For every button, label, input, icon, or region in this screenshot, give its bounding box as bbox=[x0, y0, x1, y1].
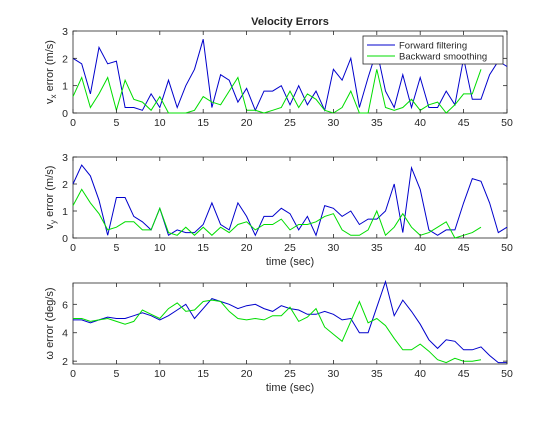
series-line-backward-smoothing bbox=[73, 299, 482, 364]
y-tick-label: 0 bbox=[62, 108, 68, 120]
x-tick-label: 40 bbox=[414, 368, 426, 380]
x-tick-label: 15 bbox=[197, 117, 209, 129]
x-tick-label: 15 bbox=[197, 242, 209, 254]
y-tick-label: 2 bbox=[62, 179, 68, 191]
legend-entry-label: Forward filtering bbox=[399, 41, 467, 52]
x-tick-label: 45 bbox=[458, 368, 470, 380]
series-line-backward-smoothing bbox=[72, 188, 482, 239]
legend-box bbox=[362, 35, 504, 65]
x-tick-label: 45 bbox=[458, 117, 470, 129]
x-tick-label: 20 bbox=[241, 368, 253, 380]
y-tick-label: 3 bbox=[62, 26, 68, 38]
series-line-forward-filtering bbox=[73, 279, 507, 364]
x-tick-label: 50 bbox=[501, 368, 513, 380]
x-tick-label: 35 bbox=[371, 117, 383, 129]
y-tick-label: 2 bbox=[62, 356, 68, 368]
y-axis-label: vx error (m/s) bbox=[44, 40, 58, 104]
y-tick-label: 1 bbox=[62, 206, 68, 218]
legend-entry-label: Backward smoothing bbox=[399, 52, 487, 63]
x-tick-label: 35 bbox=[371, 368, 383, 380]
y-tick-label: 3 bbox=[62, 152, 68, 164]
x-tick-label: 25 bbox=[284, 117, 296, 129]
x-tick-label: 5 bbox=[113, 368, 119, 380]
series-line-forward-filtering bbox=[72, 164, 508, 237]
x-tick-label: 0 bbox=[70, 242, 76, 254]
x-tick-label: 25 bbox=[284, 368, 296, 380]
x-tick-label: 10 bbox=[154, 117, 166, 129]
y-tick-label: 2 bbox=[62, 53, 68, 65]
x-tick-label: 30 bbox=[328, 117, 340, 129]
y-tick-label: 4 bbox=[62, 328, 68, 340]
x-tick-label: 40 bbox=[414, 242, 426, 254]
y-axis-label: ω error (deg/s) bbox=[44, 287, 56, 359]
y-tick-label: 0 bbox=[62, 233, 68, 245]
subplot-2: 0 5 10 15 20 25 30 35 40 45 50 0 1 2 3 vy error (m/s) ti… bbox=[44, 152, 513, 268]
y-tick-label: 6 bbox=[62, 299, 68, 311]
axes-box bbox=[72, 282, 508, 365]
x-tick-label: 10 bbox=[154, 368, 166, 380]
x-tick-label: 30 bbox=[328, 242, 340, 254]
subplot-1: 0 5 10 15 20 25 30 35 40 45 50 0 1 2 3 vx error (m/s) Ve… bbox=[44, 16, 513, 129]
y-axis-label: vy error (m/s) bbox=[44, 166, 58, 230]
x-tick-label: 20 bbox=[241, 117, 253, 129]
x-tick-label: 40 bbox=[414, 117, 426, 129]
x-tick-label: 35 bbox=[371, 242, 383, 254]
x-tick-label: 10 bbox=[154, 242, 166, 254]
x-tick-label: 0 bbox=[70, 368, 76, 380]
x-tick-label: 5 bbox=[113, 242, 119, 254]
x-tick-label: 5 bbox=[113, 117, 119, 129]
x-tick-label: 45 bbox=[458, 242, 470, 254]
y-tick-label: 1 bbox=[62, 81, 68, 93]
series-line-backward-smoothing bbox=[72, 69, 482, 114]
x-tick-label: 15 bbox=[197, 368, 209, 380]
chart-title: Velocity Errors bbox=[251, 16, 329, 28]
subplot-3: 0 5 10 15 20 25 30 35 40 45 50 2 4 6 ω error (deg/s) ti… bbox=[44, 279, 513, 394]
x-tick-label: 25 bbox=[284, 242, 296, 254]
x-axis-label: time (sec) bbox=[266, 382, 314, 394]
x-axis-label: time (sec) bbox=[266, 256, 314, 268]
x-tick-label: 50 bbox=[501, 242, 513, 254]
x-tick-label: 30 bbox=[328, 368, 340, 380]
x-tick-label: 50 bbox=[501, 117, 513, 129]
x-tick-label: 20 bbox=[241, 242, 253, 254]
x-tick-label: 0 bbox=[70, 117, 76, 129]
